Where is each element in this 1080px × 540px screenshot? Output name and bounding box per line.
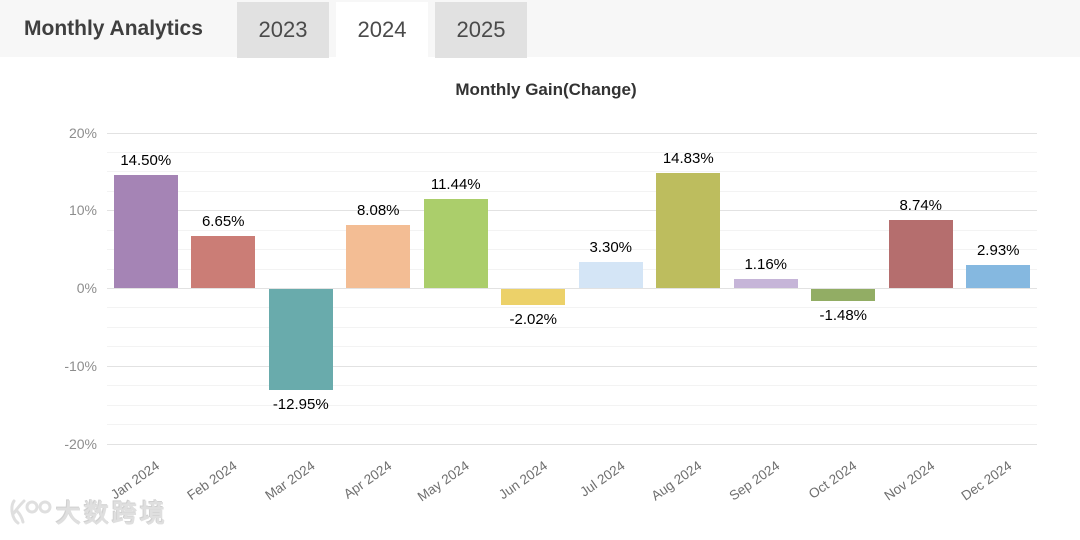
brand-100-logo [10,499,52,525]
x-axis-label-jun-2024: Jun 2024 [495,458,550,503]
chart-title: Monthly Gain(Change) [455,80,637,99]
minor-gridline [107,404,1037,406]
x-axis-label-jul-2024: Jul 2024 [576,458,628,500]
value-label-apr-2024: 8.08% [356,202,400,220]
bar-sep-2024[interactable] [733,278,798,288]
y-axis-tick-label: -10% [64,357,97,374]
major-gridline [107,132,1037,134]
minor-gridline [107,190,1037,192]
bar-jun-2024[interactable] [501,289,566,305]
minor-gridline [107,151,1037,153]
value-label-may-2024: 11.44% [430,176,481,194]
bar-aug-2024[interactable] [656,172,721,288]
minor-gridline [107,346,1037,348]
tab-2023[interactable]: 2023 [237,2,329,58]
minor-gridline [107,326,1037,328]
year-tab-bar: 2023 2024 2025 [237,2,527,58]
value-label-mar-2024: -12.95% [272,395,329,413]
x-axis-label-may-2024: May 2024 [415,458,473,505]
value-label-sep-2024: 1.16% [744,255,788,273]
minor-gridline [107,268,1037,270]
minor-gridline [107,307,1037,309]
value-label-aug-2024: 14.83% [662,149,714,167]
bar-may-2024[interactable] [423,199,488,288]
bar-oct-2024[interactable] [811,289,876,301]
major-gridline [107,443,1037,445]
bar-apr-2024[interactable] [346,225,411,288]
value-label-jan-2024: 14.50% [120,152,172,170]
value-label-oct-2024: -1.48% [819,306,868,324]
bar-feb-2024[interactable] [191,236,256,288]
header-bar: Monthly Analytics 2023 2024 2025 [0,0,1080,58]
minor-gridline [107,249,1037,251]
x-axis-label-aug-2024: Aug 2024 [648,458,705,504]
minor-gridline [107,385,1037,387]
value-label-feb-2024: 6.65% [201,213,245,231]
major-gridline [107,210,1037,212]
bar-dec-2024[interactable] [966,265,1031,288]
x-axis-label-mar-2024: Mar 2024 [262,458,318,504]
y-axis-tick-label: 10% [68,202,97,219]
watermark-text: 大数跨境 [56,500,169,528]
bar-jul-2024[interactable] [578,262,643,288]
major-gridline [107,288,1037,289]
major-gridline [107,365,1037,367]
minor-gridline [107,424,1037,426]
x-axis-label-feb-2024: Feb 2024 [184,458,240,504]
page-title: Monthly Analytics [24,17,203,40]
value-label-jun-2024: -2.02% [509,310,558,328]
bar-nov-2024[interactable] [888,220,953,288]
bar-mar-2024[interactable] [268,289,333,390]
y-axis-tick-label: 0% [76,280,97,296]
value-label-jul-2024: 3.30% [589,239,633,257]
x-axis-label-dec-2024: Dec 2024 [958,458,1015,504]
x-axis-label-sep-2024: Sep 2024 [726,458,783,504]
tab-2024[interactable]: 2024 [336,2,428,58]
x-axis-label-nov-2024: Nov 2024 [881,458,938,504]
x-axis-label-oct-2024: Oct 2024 [806,458,860,502]
value-label-nov-2024: 8.74% [899,197,943,215]
tab-2025[interactable]: 2025 [435,2,527,58]
minor-gridline [107,229,1037,231]
watermark: 大数跨境 [8,494,168,530]
bar-jan-2024[interactable] [113,175,178,288]
y-axis-tick-label: -20% [64,435,97,452]
minor-gridline [107,171,1037,173]
x-axis-label-apr-2024: Apr 2024 [341,458,395,502]
value-label-dec-2024: 2.93% [976,242,1020,260]
y-axis-tick-label: 20% [68,124,97,141]
